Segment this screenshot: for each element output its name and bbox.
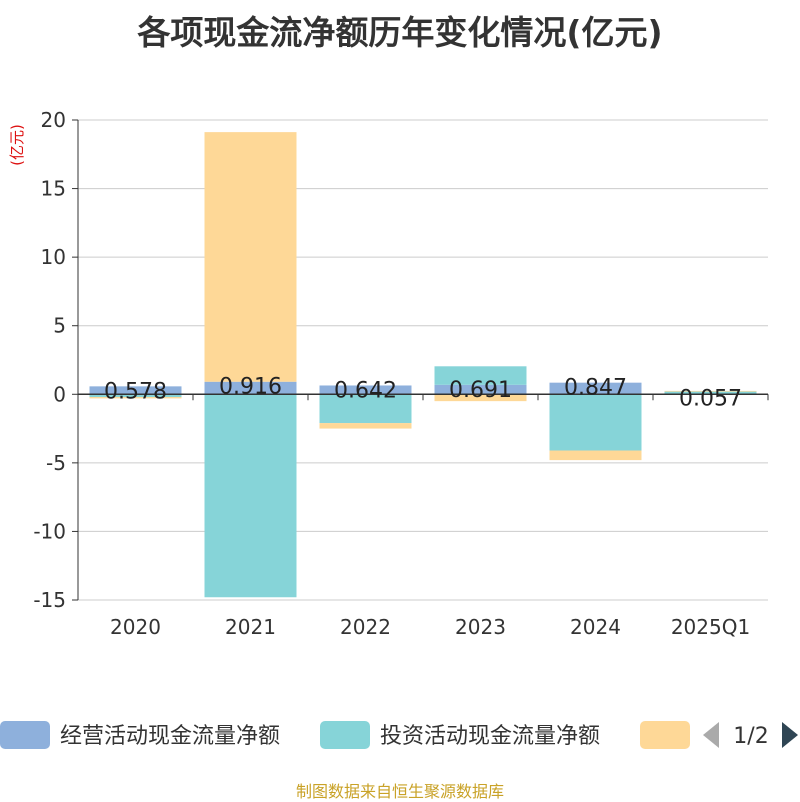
- y-tick-label: -10: [33, 519, 66, 543]
- x-tick-label: 2025Q1: [671, 615, 750, 639]
- bar-series2-2020[interactable]: [89, 394, 182, 398]
- bar-series1-2020[interactable]: [89, 386, 182, 395]
- chart-title: 各项现金流净额历年变化情况(亿元): [137, 13, 663, 52]
- data-label: 0.578: [104, 379, 167, 404]
- data-label: 0.642: [334, 378, 397, 403]
- y-tick-label: -5: [46, 451, 66, 475]
- y-tick-label: -15: [33, 588, 66, 612]
- bar-series3-2021[interactable]: [204, 132, 297, 382]
- y-tick-label: 5: [53, 314, 66, 338]
- y-tick-label: 0: [53, 382, 66, 406]
- bar-series3-2024[interactable]: [549, 450, 642, 461]
- legend-page-indicator: 1/2: [733, 724, 768, 749]
- legend-prev-arrow-icon[interactable]: [703, 722, 719, 748]
- data-label: 0.691: [449, 378, 512, 403]
- x-tick-label: 2022: [340, 615, 391, 639]
- x-tick-label: 2023: [455, 615, 506, 639]
- legend-swatch-series1[interactable]: [0, 721, 50, 749]
- bar-series1-2023[interactable]: [434, 384, 527, 395]
- y-tick-label: 15: [41, 177, 66, 201]
- y-tick-label: 20: [41, 108, 66, 132]
- bar-series1-2024[interactable]: [549, 382, 642, 395]
- bar-series2-2021[interactable]: [204, 394, 297, 598]
- legend-swatch-series3[interactable]: [640, 721, 690, 749]
- y-tick-label: 10: [41, 245, 66, 269]
- legend-label[interactable]: 投资活动现金流量净额: [380, 724, 600, 749]
- x-tick-label: 2021: [225, 615, 276, 639]
- bar-series2-2025Q1[interactable]: [664, 391, 757, 394]
- legend-label[interactable]: 经营活动现金流量净额: [60, 724, 280, 749]
- bar-series1-2022[interactable]: [319, 385, 412, 395]
- bar-series3-2022[interactable]: [319, 423, 412, 429]
- data-source-note: 制图数据来自恒生聚源数据库: [295, 782, 504, 801]
- legend-swatch-series2[interactable]: [320, 721, 370, 749]
- legend-next-arrow-icon[interactable]: [782, 722, 798, 748]
- data-label: 0.916: [219, 375, 282, 400]
- bar-series3-2025Q1[interactable]: [664, 390, 757, 392]
- x-tick-label: 2020: [110, 615, 161, 639]
- data-label: 0.847: [564, 376, 627, 401]
- bar-series1-2021[interactable]: [204, 381, 297, 395]
- y-axis-label: (亿元): [8, 124, 26, 166]
- bar-series2-2023[interactable]: [434, 366, 527, 385]
- bar-series2-2024[interactable]: [549, 394, 642, 451]
- bar-series2-2022[interactable]: [319, 394, 412, 424]
- bar-series3-2023[interactable]: [434, 394, 527, 402]
- x-tick-label: 2024: [570, 615, 621, 639]
- bar-series3-2020[interactable]: [89, 397, 182, 399]
- data-label: 0.057: [679, 387, 742, 412]
